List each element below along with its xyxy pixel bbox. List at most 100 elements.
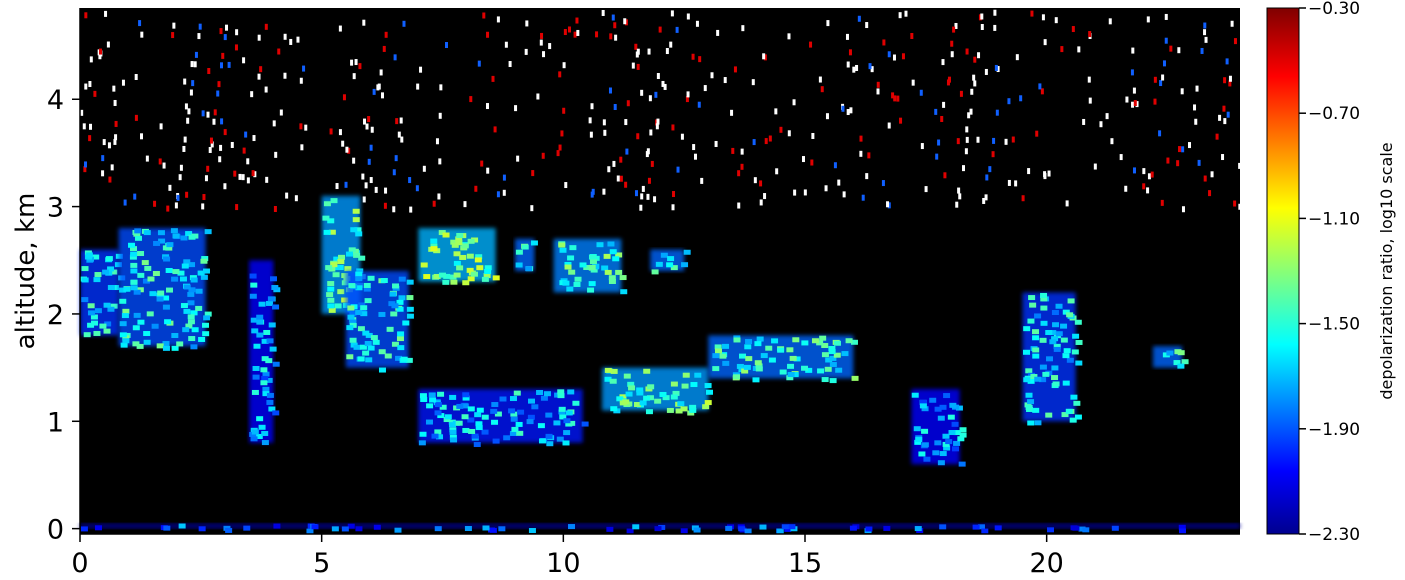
feature-pixel: [428, 392, 436, 398]
feature-pixel: [745, 339, 753, 345]
noise-speck: [416, 83, 420, 90]
feature-pixel: [745, 356, 753, 362]
feature-pixel: [345, 251, 353, 257]
feature-pixel: [604, 376, 612, 382]
feature-pixel: [1045, 330, 1053, 336]
feature-pixel: [755, 363, 763, 369]
noise-speck: [277, 48, 281, 55]
noise-speck: [671, 124, 675, 131]
noise-speck: [1015, 54, 1019, 61]
noise-speck: [937, 139, 941, 146]
noise-speck: [647, 48, 651, 55]
noise-speck: [612, 160, 616, 167]
noise-speck: [106, 41, 110, 48]
noise-speck: [898, 12, 902, 19]
feature-pixel: [93, 277, 101, 283]
noise-speck: [992, 137, 996, 144]
feature-pixel: [328, 307, 336, 313]
feature-pixel: [357, 326, 365, 332]
feature-pixel: [380, 278, 388, 284]
feature-pixel: [271, 284, 279, 290]
noise-speck: [190, 61, 194, 68]
noise-speck: [700, 177, 704, 184]
noise-speck: [1181, 146, 1185, 153]
noise-speck: [1142, 168, 1146, 175]
noise-speck: [209, 137, 213, 144]
feature-pixel: [569, 245, 577, 251]
noise-speck: [171, 32, 175, 39]
feature-pixel: [363, 282, 371, 288]
feature-pixel: [1025, 368, 1033, 374]
feature-pixel: [568, 420, 576, 426]
feature-pixel: [508, 408, 516, 414]
feature-pixel: [714, 344, 722, 350]
noise-speck: [1093, 163, 1097, 170]
feature-pixel: [204, 311, 212, 317]
noise-speck: [1166, 157, 1170, 164]
feature-pixel: [568, 269, 576, 275]
x-tick-label: 15: [788, 548, 822, 579]
feature-pixel: [425, 419, 433, 425]
feature-pixel: [588, 254, 596, 260]
feature-pixel: [1075, 360, 1083, 366]
feature-pixel: [263, 329, 271, 335]
feature-pixel: [942, 441, 950, 447]
feature-pixel: [436, 434, 444, 440]
feature-pixel: [430, 246, 438, 252]
noise-speck: [227, 61, 231, 68]
feature-pixel: [765, 345, 773, 351]
feature-pixel: [406, 313, 414, 319]
feature-pixel: [981, 528, 989, 534]
noise-speck: [179, 164, 183, 171]
feature-pixel: [198, 526, 206, 532]
noise-speck: [257, 34, 261, 41]
noise-speck: [400, 136, 404, 143]
noise-speck: [341, 140, 345, 147]
feature-pixel: [849, 525, 857, 531]
feature-pixel: [670, 394, 678, 400]
noise-speck: [377, 83, 381, 90]
feature-pixel: [451, 242, 459, 248]
feature-pixel: [137, 272, 145, 278]
feature-pixel: [261, 356, 269, 362]
feature-pixel: [1049, 330, 1057, 336]
noise-speck: [994, 64, 998, 71]
feature-pixel: [786, 375, 794, 381]
feature-pixel: [195, 305, 203, 311]
feature-pixel: [667, 256, 675, 262]
feature-pixel: [816, 340, 824, 346]
noise-speck: [496, 191, 500, 198]
noise-speck: [723, 77, 727, 84]
noise-speck: [1181, 206, 1185, 213]
noise-speck: [216, 90, 220, 97]
feature-pixel: [623, 373, 631, 379]
feature-pixel: [337, 289, 345, 295]
feature-pixel: [1055, 303, 1063, 309]
feature-pixel: [200, 258, 208, 264]
feature-pixel: [461, 403, 469, 409]
noise-speck: [942, 101, 946, 108]
feature-pixel: [959, 432, 967, 438]
feature-pixel: [347, 305, 355, 311]
noise-speck: [491, 75, 495, 82]
feature-pixel: [249, 293, 257, 299]
feature-pixel: [426, 403, 434, 409]
feature-pixel: [400, 356, 408, 362]
noise-speck: [943, 172, 947, 179]
noise-speck: [1007, 179, 1011, 186]
feature-pixel: [1060, 337, 1068, 343]
colorbar-tick-label: −2.30: [1308, 525, 1360, 545]
noise-speck: [342, 94, 346, 101]
feature-pixel: [250, 436, 258, 442]
noise-speck: [382, 45, 386, 52]
feature-pixel: [1034, 420, 1042, 426]
colorbar-tick-label: −1.50: [1308, 315, 1360, 335]
feature-pixel: [588, 264, 596, 270]
feature-pixel: [784, 526, 792, 532]
feature-pixel: [824, 366, 832, 372]
noise-speck: [759, 180, 763, 187]
noise-speck: [774, 108, 778, 115]
feature-cell-group: [118, 228, 212, 351]
feature-pixel: [712, 353, 720, 359]
noise-speck: [158, 158, 162, 165]
